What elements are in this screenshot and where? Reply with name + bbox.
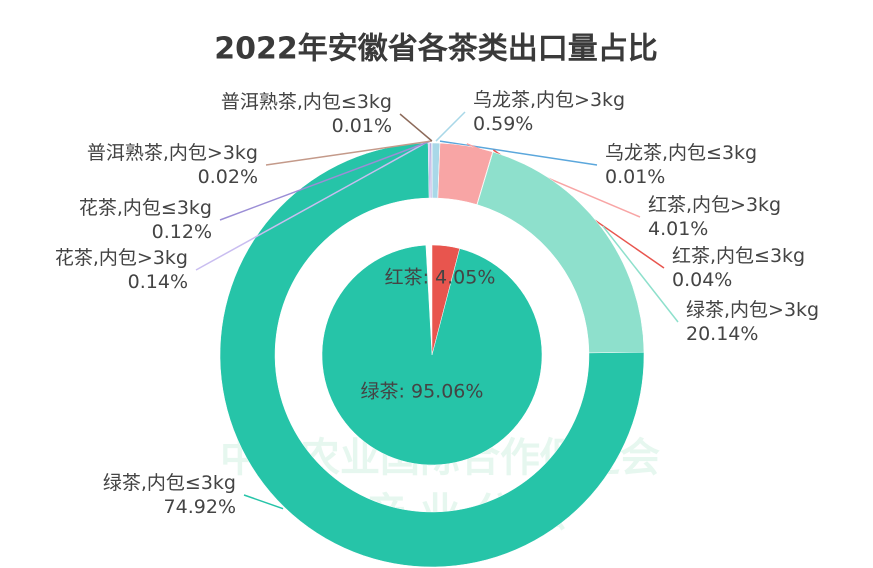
- leader-line: [243, 494, 284, 510]
- ring-slice: [219, 142, 645, 568]
- slice-value: 0.01%: [605, 166, 665, 188]
- slice-value: 4.01%: [648, 218, 708, 240]
- leader-line: [439, 140, 598, 166]
- slice-name: 红茶,内包≤3kg: [672, 245, 805, 267]
- pie-label: 绿茶: 95.06%: [361, 381, 484, 403]
- slice-name: 红茶,内包>3kg: [648, 194, 781, 216]
- slice-name: 绿茶,内包>3kg: [686, 299, 819, 321]
- slice-label: 乌龙茶,内包≤3kg 0.01%: [605, 142, 757, 188]
- slice-label: 花茶,内包≤3kg 0.12%: [79, 197, 212, 243]
- slice-name: 乌龙茶,内包≤3kg: [605, 142, 757, 164]
- slice-name: 普洱熟茶,内包>3kg: [87, 142, 258, 164]
- slice-value: 0.02%: [198, 166, 258, 188]
- slice-label: 普洱熟茶,内包>3kg 0.02%: [87, 142, 258, 188]
- leader-line: [602, 225, 679, 323]
- slice-value: 0.12%: [152, 221, 212, 243]
- slice-value: 0.04%: [672, 269, 732, 291]
- slice-value: 0.59%: [473, 113, 533, 135]
- slice-value: 20.14%: [686, 323, 758, 345]
- slice-value: 0.01%: [332, 115, 392, 137]
- leader-line: [265, 140, 432, 166]
- slice-label: 普洱熟茶,内包≤3kg 0.01%: [221, 91, 392, 137]
- slice-value: 74.92%: [164, 496, 236, 518]
- chart-title: 2022年安徽省各茶类出口量占比: [214, 32, 658, 67]
- leader-line: [399, 113, 433, 142]
- slice-name: 乌龙茶,内包>3kg: [473, 89, 625, 111]
- slice-label: 红茶,内包>3kg 4.01%: [648, 194, 781, 240]
- slice-value: 0.14%: [128, 271, 188, 293]
- pie-slice: [321, 244, 543, 466]
- slice-label: 绿茶,内包≤3kg 74.92%: [103, 472, 236, 518]
- slice-label: 花茶,内包>3kg 0.14%: [55, 247, 188, 293]
- slice-label: 红茶,内包≤3kg 0.04%: [672, 245, 805, 291]
- slice-name: 花茶,内包>3kg: [55, 247, 188, 269]
- slice-label: 乌龙茶,内包>3kg 0.59%: [473, 89, 625, 135]
- slice-name: 普洱熟茶,内包≤3kg: [221, 91, 392, 113]
- leader-line: [219, 140, 432, 221]
- slice-label: 绿茶,内包>3kg 20.14%: [686, 299, 819, 345]
- pie-label: 红茶: 4.05%: [385, 267, 496, 289]
- leader-line: [195, 140, 430, 271]
- slice-name: 花茶,内包≤3kg: [79, 197, 212, 219]
- leader-line: [435, 111, 466, 142]
- slice-name: 绿茶,内包≤3kg: [103, 472, 236, 494]
